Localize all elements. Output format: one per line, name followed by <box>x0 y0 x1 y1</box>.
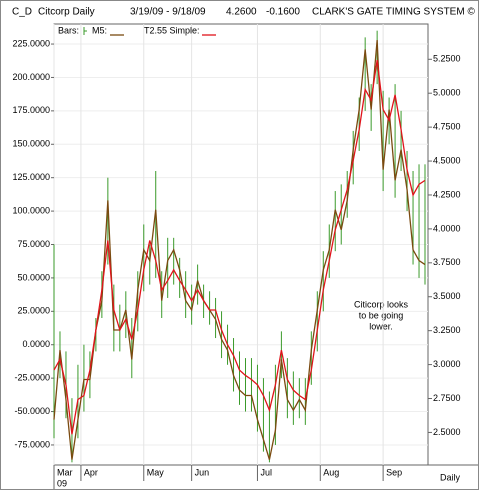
series-line <box>53 39 426 460</box>
x-tick-label: Sep <box>386 467 402 477</box>
annotation: lower. <box>369 321 393 331</box>
y-tick-label: 125.0000 <box>12 172 50 182</box>
x-tick-label: Apr <box>84 467 98 477</box>
y2-tick-label: 5.2500 <box>433 54 461 64</box>
series-line <box>53 59 426 435</box>
x-tick-label: May <box>147 467 165 477</box>
y2-tick-label: 4.0000 <box>433 223 461 233</box>
y2-tick-label: 2.7500 <box>433 393 461 403</box>
system-name: CLARK'S GATE TIMING SYSTEM © <box>312 7 475 18</box>
legend-label: M5: <box>92 25 107 35</box>
y2-tick-label: 4.2500 <box>433 189 461 199</box>
y-tick-label: 0.0000 <box>22 339 50 349</box>
date-range: 3/19/09 - 9/18/09 <box>130 7 206 18</box>
x-tick-label: Jun <box>195 467 210 477</box>
y-tick-label: 225.0000 <box>12 38 50 48</box>
y2-tick-label: 3.7500 <box>433 257 461 267</box>
chart-title: Citcorp Daily <box>38 7 95 18</box>
y-tick-label: 25.0000 <box>17 306 50 316</box>
grid <box>53 24 428 465</box>
annotation: to be going <box>359 310 404 320</box>
y2-tick-label: 3.0000 <box>433 359 461 369</box>
y-tick-label: -75.0000 <box>14 439 50 449</box>
legend-label: Bars: <box>58 25 79 35</box>
y2-tick-label: 5.0000 <box>433 88 461 98</box>
last-price: 4.2600 <box>226 7 257 18</box>
period-label: Daily <box>440 472 461 482</box>
y-tick-label: 75.0000 <box>17 239 50 249</box>
y-tick-label: 100.0000 <box>12 205 50 215</box>
legend-label: T2.55 Simple: <box>144 25 200 35</box>
y-tick-label: -50.0000 <box>14 406 50 416</box>
y-tick-label: 50.0000 <box>17 272 50 282</box>
symbol: C_D <box>12 7 32 18</box>
y-tick-label: -25.0000 <box>14 373 50 383</box>
y2-tick-label: 4.5000 <box>433 155 461 165</box>
annotation: Citicorp looks <box>354 299 409 309</box>
x-tick-label: Aug <box>323 467 339 477</box>
y2-tick-label: 2.5000 <box>433 427 461 437</box>
y2-tick-label: 3.5000 <box>433 291 461 301</box>
year-label: 09 <box>57 478 67 488</box>
y-tick-label: 150.0000 <box>12 139 50 149</box>
y2-tick-label: 4.7500 <box>433 122 461 132</box>
y-tick-label: 200.0000 <box>12 72 50 82</box>
y2-tick-label: 3.2500 <box>433 325 461 335</box>
y-tick-label: 175.0000 <box>12 105 50 115</box>
change: -0.1600 <box>266 7 300 18</box>
x-tick-label: Mar <box>57 467 73 477</box>
x-tick-label: Jul <box>260 467 272 477</box>
